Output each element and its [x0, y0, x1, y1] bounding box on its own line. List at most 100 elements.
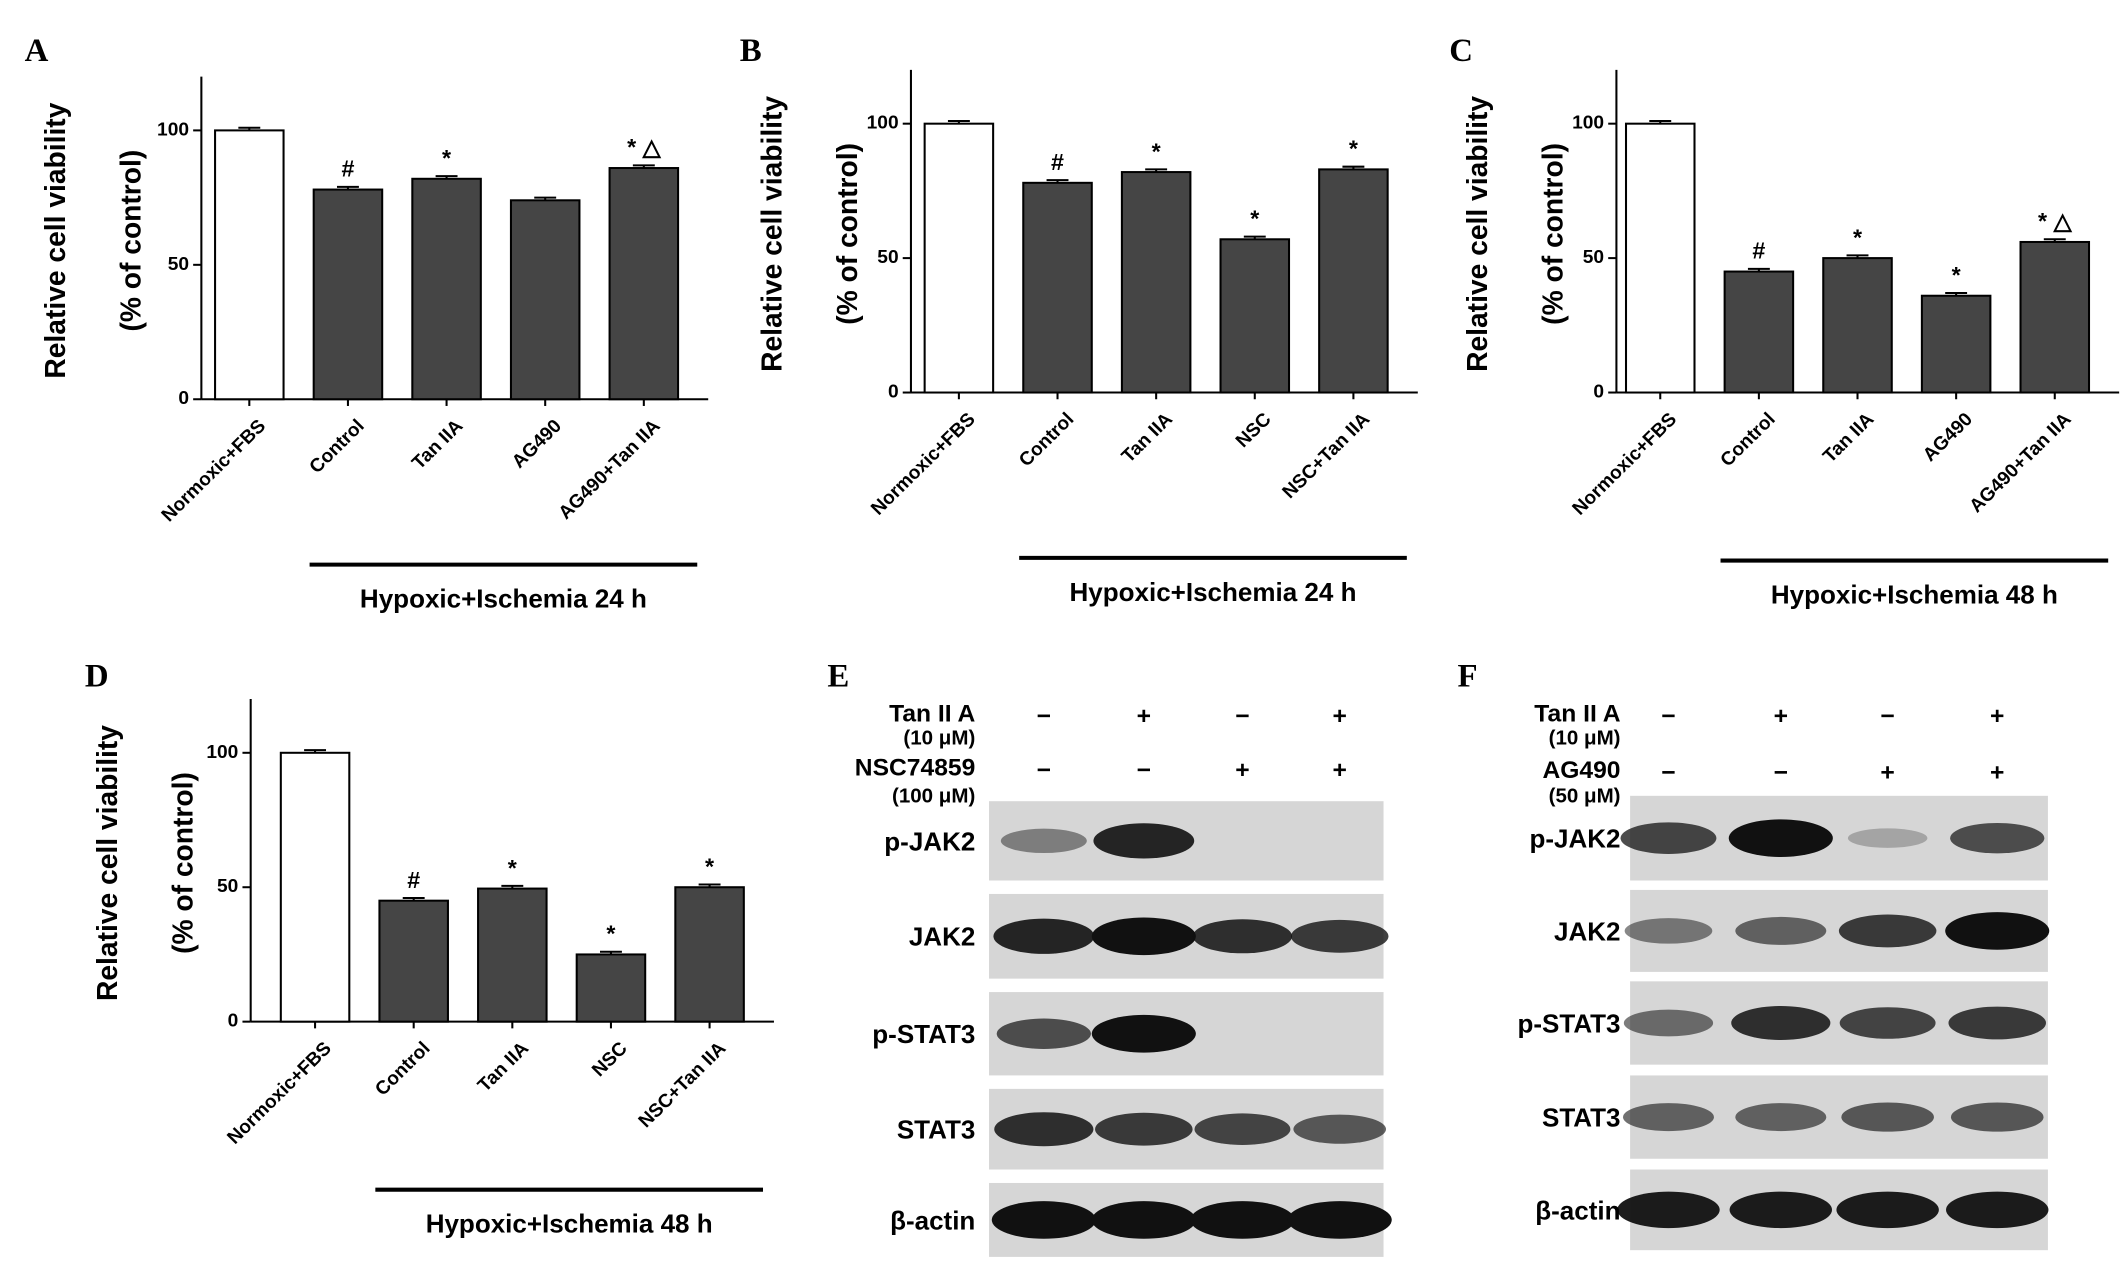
band-label: p-JAK2	[1529, 826, 1620, 854]
x-tick-label: Normoxic+FBS	[867, 409, 980, 519]
x-tick-label: NSC	[588, 1038, 632, 1081]
x-tick-label: Tan IIA	[474, 1038, 533, 1096]
treatment-label: Tan II A	[1534, 701, 1620, 728]
band-label: p-JAK2	[884, 828, 975, 856]
y-axis-label: Relative cell viability	[92, 725, 124, 1001]
y-axis-label: (% of control)	[167, 772, 199, 954]
y-tick-label: 50	[1583, 247, 1604, 268]
blot-band	[1946, 1191, 2049, 1229]
treatment-dose: (50 μM)	[1549, 786, 1621, 808]
bar	[1723, 270, 1795, 394]
panel-label: F	[1458, 659, 1478, 695]
blot-band	[996, 1018, 1091, 1049]
y-tick-label: 50	[877, 247, 898, 268]
treatment-dose: (10 μM)	[903, 728, 975, 750]
blot-band	[1190, 1201, 1295, 1239]
treatment-label: AG490	[1542, 757, 1620, 784]
y-axis-label: (% of control)	[1537, 143, 1569, 325]
blot-band	[1729, 1191, 1833, 1229]
treatment-sign: −	[1137, 757, 1151, 784]
blot-band	[1623, 1009, 1714, 1037]
bracket-label: Hypoxic+Ischemia 48 h	[426, 1211, 713, 1239]
blot-band	[1839, 1007, 1936, 1039]
bar	[674, 886, 745, 1023]
y-axis-label: Relative cell viability	[40, 102, 72, 378]
treatment-sign: −	[1661, 760, 1675, 787]
bar	[1120, 171, 1192, 394]
bar	[1920, 294, 1992, 394]
blot-band	[1950, 1102, 2044, 1132]
treatment-sign: +	[1333, 757, 1347, 784]
treatment-sign: −	[1661, 703, 1675, 730]
blot-band	[1093, 823, 1195, 859]
x-tick-label: AG490	[508, 416, 566, 473]
blot-band	[1728, 819, 1833, 857]
y-tick-label: 100	[867, 113, 899, 134]
significance-mark: #	[1752, 238, 1765, 264]
x-tick-label: Normoxic+FBS	[1569, 409, 1682, 519]
treatment-dose: (100 μM)	[892, 786, 975, 808]
significance-mark: *	[1250, 206, 1259, 232]
band-label: p-STAT3	[1517, 1011, 1620, 1039]
blot-band	[1091, 1201, 1196, 1239]
blot-band	[1194, 1113, 1291, 1145]
y-axis-label: Relative cell viability	[1462, 96, 1494, 372]
significance-mark: *	[705, 854, 714, 880]
bracket-label: Hypoxic+Ischemia 24 h	[360, 586, 647, 614]
significance-mark: #	[1051, 149, 1064, 175]
blot-band	[1847, 828, 1928, 848]
x-tick-label: Tan IIA	[1118, 409, 1177, 467]
blot-band	[993, 918, 1095, 954]
blot-band	[1000, 828, 1087, 854]
y-tick-label: 0	[228, 1011, 239, 1032]
bar	[1022, 181, 1093, 394]
y-tick-label: 0	[888, 382, 899, 403]
panel-label: B	[740, 33, 762, 69]
bar	[1822, 257, 1893, 394]
x-tick-label: AG490+Tan IIA	[1966, 409, 2076, 517]
bar	[477, 887, 548, 1023]
x-tick-label: Tan IIA	[408, 416, 467, 474]
y-tick-label: 50	[168, 254, 189, 275]
x-tick-label: NSC+Tan IIA	[635, 1038, 731, 1132]
x-tick-label: Normoxic+FBS	[223, 1038, 336, 1148]
x-tick-label: Control	[371, 1038, 434, 1100]
bar	[2019, 240, 2091, 394]
band-label: STAT3	[897, 1117, 976, 1145]
blot-band	[1950, 822, 2045, 854]
x-tick-label: NSC	[1232, 409, 1276, 452]
band-label: p-STAT3	[872, 1021, 975, 1049]
blot-band	[1095, 1112, 1193, 1146]
bar	[214, 129, 285, 401]
blot-band	[1948, 1006, 2047, 1040]
significance-mark: *	[1349, 136, 1358, 162]
y-tick-label: 0	[1593, 382, 1604, 403]
treatment-dose: (10 μM)	[1549, 728, 1621, 750]
blot-band	[1841, 1102, 1934, 1132]
bar	[279, 751, 351, 1023]
treatment-sign: +	[1137, 703, 1151, 730]
significance-mark: #	[407, 867, 420, 893]
x-tick-label: Control	[306, 416, 369, 478]
blot-band	[1838, 914, 1937, 948]
treatment-sign: −	[1880, 703, 1894, 730]
treatment-sign: +	[1235, 757, 1249, 784]
blot-band	[1091, 917, 1196, 956]
significance-mark: * △	[2038, 208, 2073, 234]
blot-band	[1287, 1201, 1392, 1239]
band-label: JAK2	[909, 924, 975, 952]
significance-mark: *	[1853, 225, 1862, 251]
significance-mark: *	[1952, 262, 1961, 288]
blot-band	[1945, 912, 2050, 950]
treatment-sign: −	[1235, 703, 1249, 730]
panel-label: D	[85, 659, 109, 695]
y-tick-label: 0	[178, 388, 189, 409]
blot-band	[1735, 1103, 1827, 1132]
blot-band	[1731, 1005, 1831, 1041]
y-axis-label: (% of control)	[832, 143, 864, 325]
y-tick-label: 100	[206, 742, 238, 763]
x-tick-label: Tan IIA	[1819, 409, 1878, 467]
y-axis-label: (% of control)	[115, 150, 147, 332]
x-tick-label: AG490+Tan IIA	[555, 416, 665, 524]
y-tick-label: 100	[1572, 113, 1604, 134]
